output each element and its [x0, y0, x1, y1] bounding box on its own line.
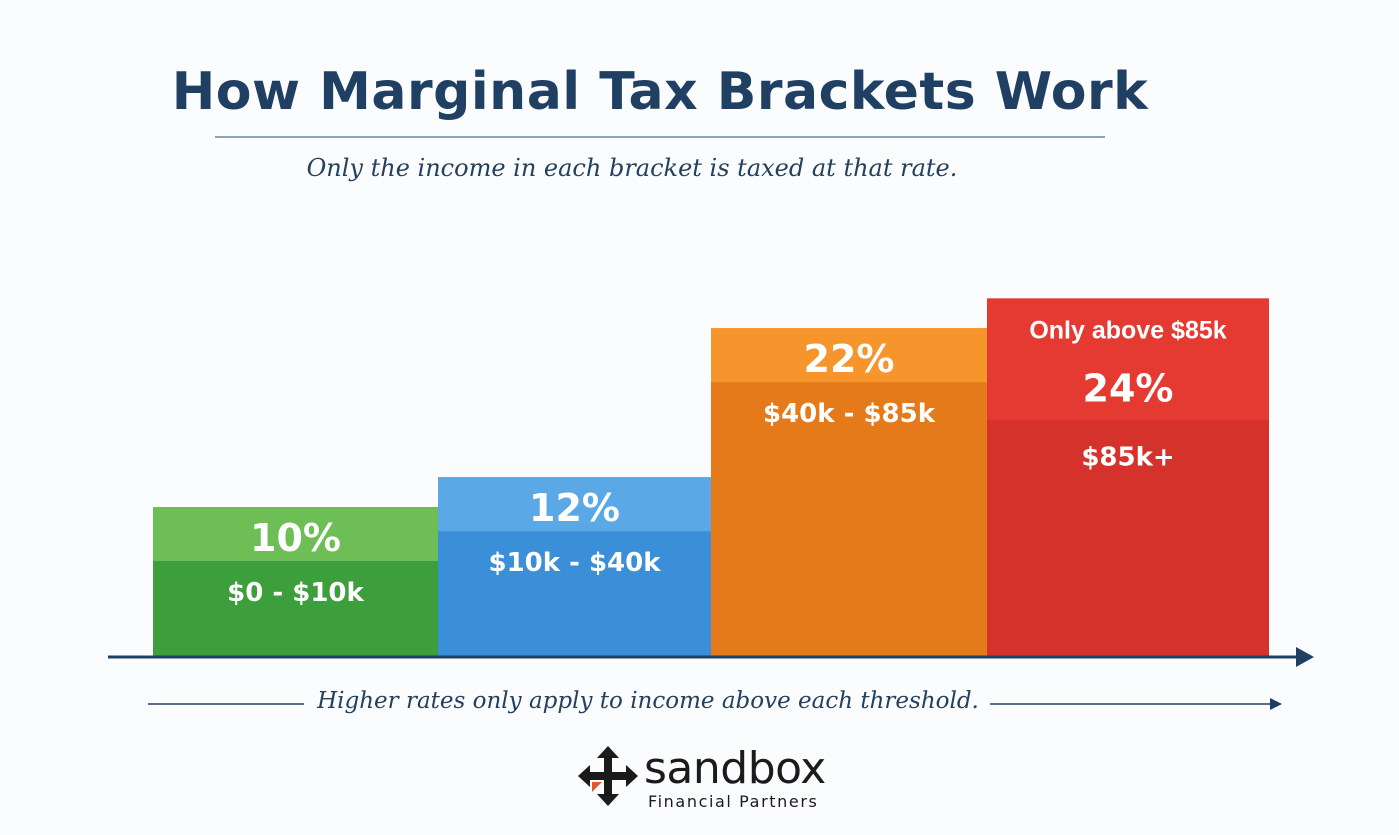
bar-4-top-band — [987, 298, 1269, 421]
brand-name: sandbox — [644, 743, 826, 794]
title-underline — [215, 136, 1105, 138]
sandbox-logo: sandbox Financial Partners — [578, 742, 848, 822]
rate-label-1: 10% — [250, 516, 341, 560]
footnote: Higher rates only apply to income above … — [317, 688, 979, 714]
chart-title: How Marginal Tax Brackets Work — [171, 62, 1149, 122]
bar-group: 10% $0 - $10k 12% $10k - $40k 22% $40k - $85k… — [153, 298, 1269, 656]
bar-1-top-band — [153, 507, 438, 561]
brand-tagline: Financial Partners — [648, 792, 819, 811]
rate-label-4: 24% — [1083, 366, 1174, 410]
annotation-label: Only above $85k — [1029, 316, 1226, 344]
x-axis-arrowhead — [1296, 647, 1314, 667]
bracket-range-label-3: $40k - $85k — [763, 399, 936, 429]
footnote-arrowhead — [1270, 698, 1282, 710]
sandbox-arrows-icon — [578, 746, 638, 806]
chart-subtitle: Only the income in each bracket is taxed… — [306, 154, 958, 182]
bar-2-top-band — [438, 477, 711, 532]
rate-label-3: 22% — [804, 337, 895, 381]
bar-3 — [711, 328, 987, 656]
rate-label-2: 12% — [529, 486, 620, 530]
bar-3-top-band — [711, 328, 987, 383]
bracket-range-label-1: $0 - $10k — [227, 578, 364, 608]
bracket-range-label-4: $85k+ — [1081, 442, 1174, 472]
bracket-range-label-2: $10k - $40k — [488, 548, 661, 578]
